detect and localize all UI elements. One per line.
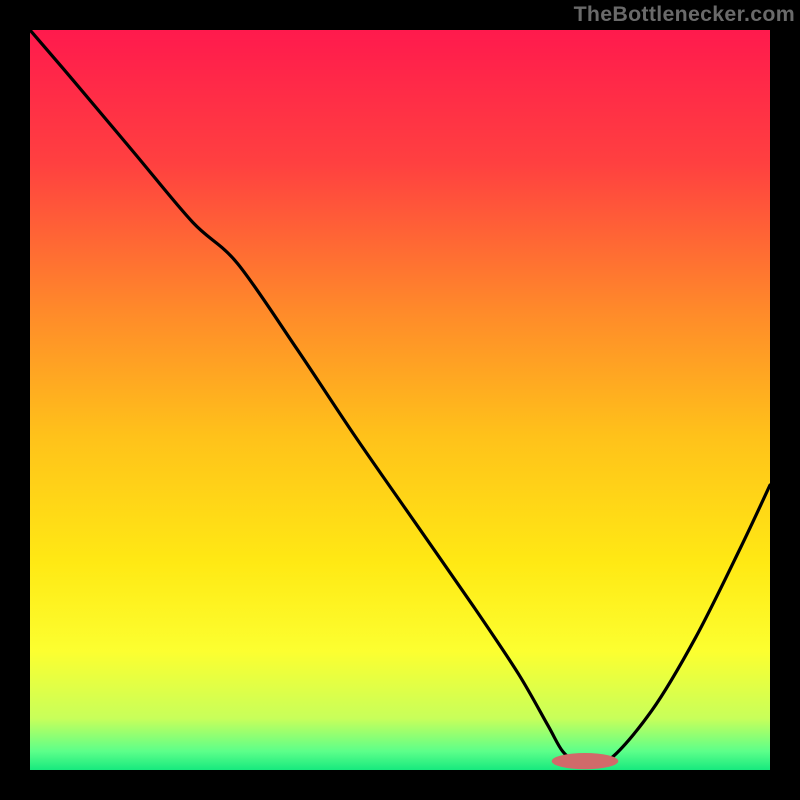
optimal-marker [552, 753, 619, 769]
bottleneck-curve [30, 30, 770, 765]
curve-layer [30, 30, 770, 770]
chart-container: TheBottlenecker.com [0, 0, 800, 800]
plot-area [30, 30, 770, 770]
watermark-label: TheBottlenecker.com [574, 2, 795, 27]
